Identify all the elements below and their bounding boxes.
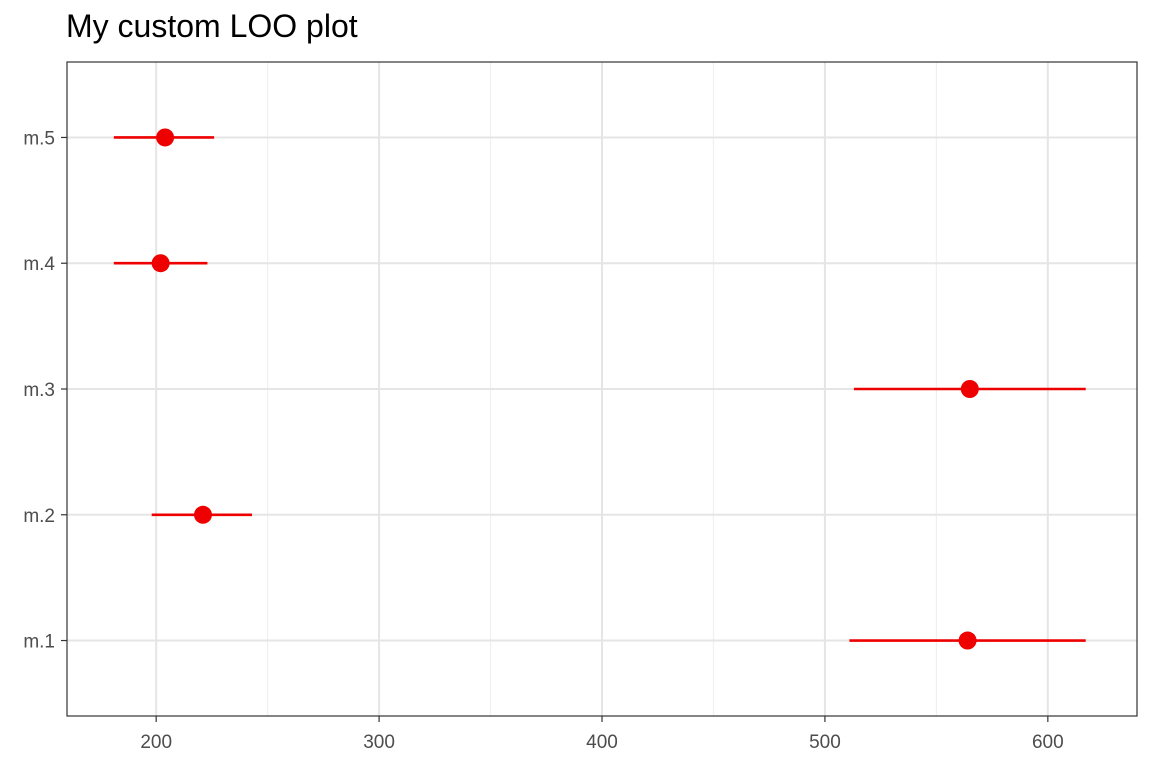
chart-title: My custom LOO plot xyxy=(66,8,358,44)
point-series xyxy=(151,128,979,650)
y-tick-label-m.5: m.5 xyxy=(23,128,55,149)
x-tick-label-300: 300 xyxy=(363,732,395,753)
point-m.2 xyxy=(193,505,212,524)
y-tick-label-m.1: m.1 xyxy=(23,632,55,653)
y-tick-label-m.2: m.2 xyxy=(23,506,55,527)
x-axis: 200 300 400 500 600 xyxy=(140,716,1064,753)
point-m.4 xyxy=(151,254,170,273)
point-m.3 xyxy=(960,380,979,398)
x-tick-label-600: 600 xyxy=(1032,732,1064,753)
point-m.5 xyxy=(156,128,175,147)
y-tick-label-m.3: m.3 xyxy=(23,380,55,401)
x-tick-label-500: 500 xyxy=(809,732,841,753)
y-axis: m.1 m.2 m.3 m.4 m.5 xyxy=(23,128,67,653)
x-tick-label-200: 200 xyxy=(140,732,172,753)
x-tick-label-400: 400 xyxy=(586,732,618,753)
point-m.1 xyxy=(958,631,977,650)
y-tick-label-m.4: m.4 xyxy=(23,254,55,275)
